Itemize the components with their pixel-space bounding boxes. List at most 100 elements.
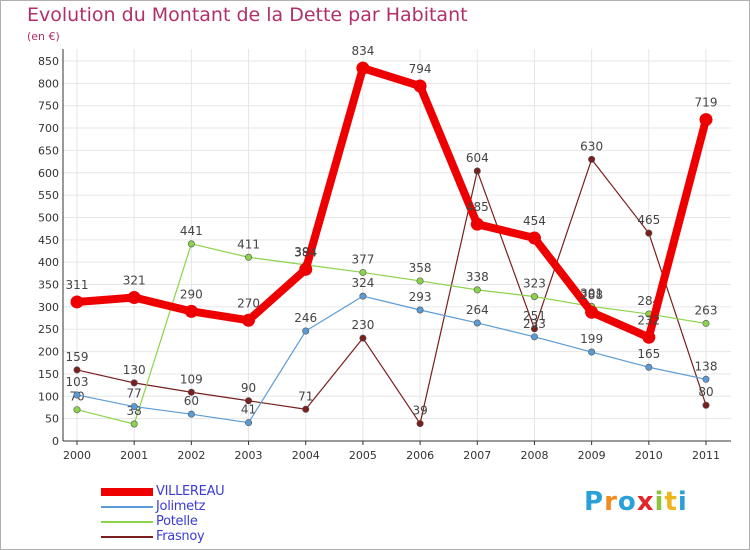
data-point [359, 334, 367, 342]
data-label: 41 [241, 403, 256, 417]
x-tick-label: 2000 [63, 449, 91, 462]
data-label: 311 [66, 278, 89, 292]
data-point [642, 330, 656, 344]
data-label: 230 [351, 318, 374, 332]
legend-label: Frasnoy [156, 529, 205, 544]
data-label: 384 [294, 245, 317, 259]
logo-letter: i [677, 487, 688, 517]
data-point [187, 240, 195, 248]
series-line-potelle [76, 243, 707, 425]
series-line-villereau [73, 64, 710, 342]
data-point [530, 293, 538, 301]
x-tick-label: 2008 [520, 449, 548, 462]
x-tick-label: 2011 [692, 449, 720, 462]
x-tick-label: 2002 [177, 449, 205, 462]
x-tick-label: 2009 [578, 449, 606, 462]
x-tick-label: 2010 [635, 449, 663, 462]
y-tick-label: 800 [38, 77, 59, 90]
data-label: 324 [351, 276, 374, 290]
data-label: 103 [66, 375, 89, 389]
legend-item-villereau: VILLEREAU [101, 484, 301, 500]
x-tick-label: 2004 [292, 449, 320, 462]
x-tick-label: 2003 [235, 449, 263, 462]
data-point [73, 366, 81, 374]
data-label: 321 [123, 273, 146, 287]
series-line-frasnoy [76, 158, 707, 425]
logo-letter: o [617, 487, 637, 517]
y-tick-label: 650 [38, 144, 59, 157]
data-point [527, 231, 541, 245]
data-point [702, 375, 710, 383]
data-label: 323 [523, 277, 546, 291]
series-line-jolimetz [76, 295, 707, 424]
legend-item-jolimetz: Jolimetz [101, 499, 301, 515]
y-tick-label: 350 [38, 279, 59, 292]
y-tick-label: 50 [45, 413, 59, 426]
logo-letter: i [654, 487, 665, 517]
x-tick-label: 2005 [349, 449, 377, 462]
data-point [699, 113, 713, 127]
data-point [588, 348, 596, 356]
data-label: 604 [466, 151, 489, 165]
legend-label: VILLEREAU [156, 484, 225, 499]
data-point [70, 295, 84, 309]
y-tick-label: 0 [52, 435, 59, 448]
data-label: 233 [523, 317, 546, 331]
y-tick-label: 450 [38, 234, 59, 247]
legend-item-frasnoy: Frasnoy [101, 529, 301, 545]
data-point [245, 253, 253, 261]
data-point [187, 410, 195, 418]
legend-label: Potelle [156, 514, 198, 529]
x-tick-label: 2006 [406, 449, 434, 462]
data-label: 90 [241, 381, 256, 395]
proxiti-logo: Proxiti [584, 487, 688, 517]
data-point [416, 306, 424, 314]
y-tick-label: 600 [38, 167, 59, 180]
data-label: 288 [580, 288, 603, 302]
data-point [530, 333, 538, 341]
data-label: 251 [523, 309, 546, 323]
data-label: 138 [695, 359, 718, 373]
x-tick-label: 2007 [463, 449, 491, 462]
data-point [127, 290, 141, 304]
data-point [416, 420, 424, 428]
data-point [416, 277, 424, 285]
chart-unit-label: (en €) [27, 30, 60, 43]
legend-label: Jolimetz [156, 499, 206, 514]
y-tick-label: 750 [38, 100, 59, 113]
data-label: 719 [695, 96, 718, 110]
legend-swatch [101, 521, 153, 523]
data-label: 465 [637, 213, 660, 227]
data-label: 264 [466, 303, 489, 317]
data-point [585, 305, 599, 319]
data-point [130, 379, 138, 387]
data-label: 246 [294, 311, 317, 325]
data-label: 377 [351, 252, 374, 266]
data-label: 60 [184, 394, 199, 408]
y-tick-label: 300 [38, 301, 59, 314]
data-point [413, 79, 427, 93]
data-point [473, 319, 481, 327]
data-point [184, 304, 198, 318]
data-point [473, 167, 481, 175]
data-label: 630 [580, 139, 603, 153]
x-tick-label: 2001 [120, 449, 148, 462]
data-point [242, 313, 256, 327]
data-point [73, 406, 81, 414]
y-tick-label: 700 [38, 122, 59, 135]
data-label: 232 [637, 313, 660, 327]
data-label: 39 [412, 404, 427, 418]
data-label: 130 [123, 363, 146, 377]
data-label: 159 [66, 350, 89, 364]
data-point [588, 155, 596, 163]
y-tick-label: 100 [38, 390, 59, 403]
y-tick-label: 850 [38, 55, 59, 68]
data-point [302, 327, 310, 335]
data-label: 263 [695, 303, 718, 317]
y-tick-label: 500 [38, 211, 59, 224]
logo-letter: r [604, 487, 618, 517]
legend-swatch [101, 506, 153, 508]
logo-letter: t [664, 487, 678, 517]
data-label: 454 [523, 214, 546, 228]
legend-swatch [101, 536, 153, 538]
